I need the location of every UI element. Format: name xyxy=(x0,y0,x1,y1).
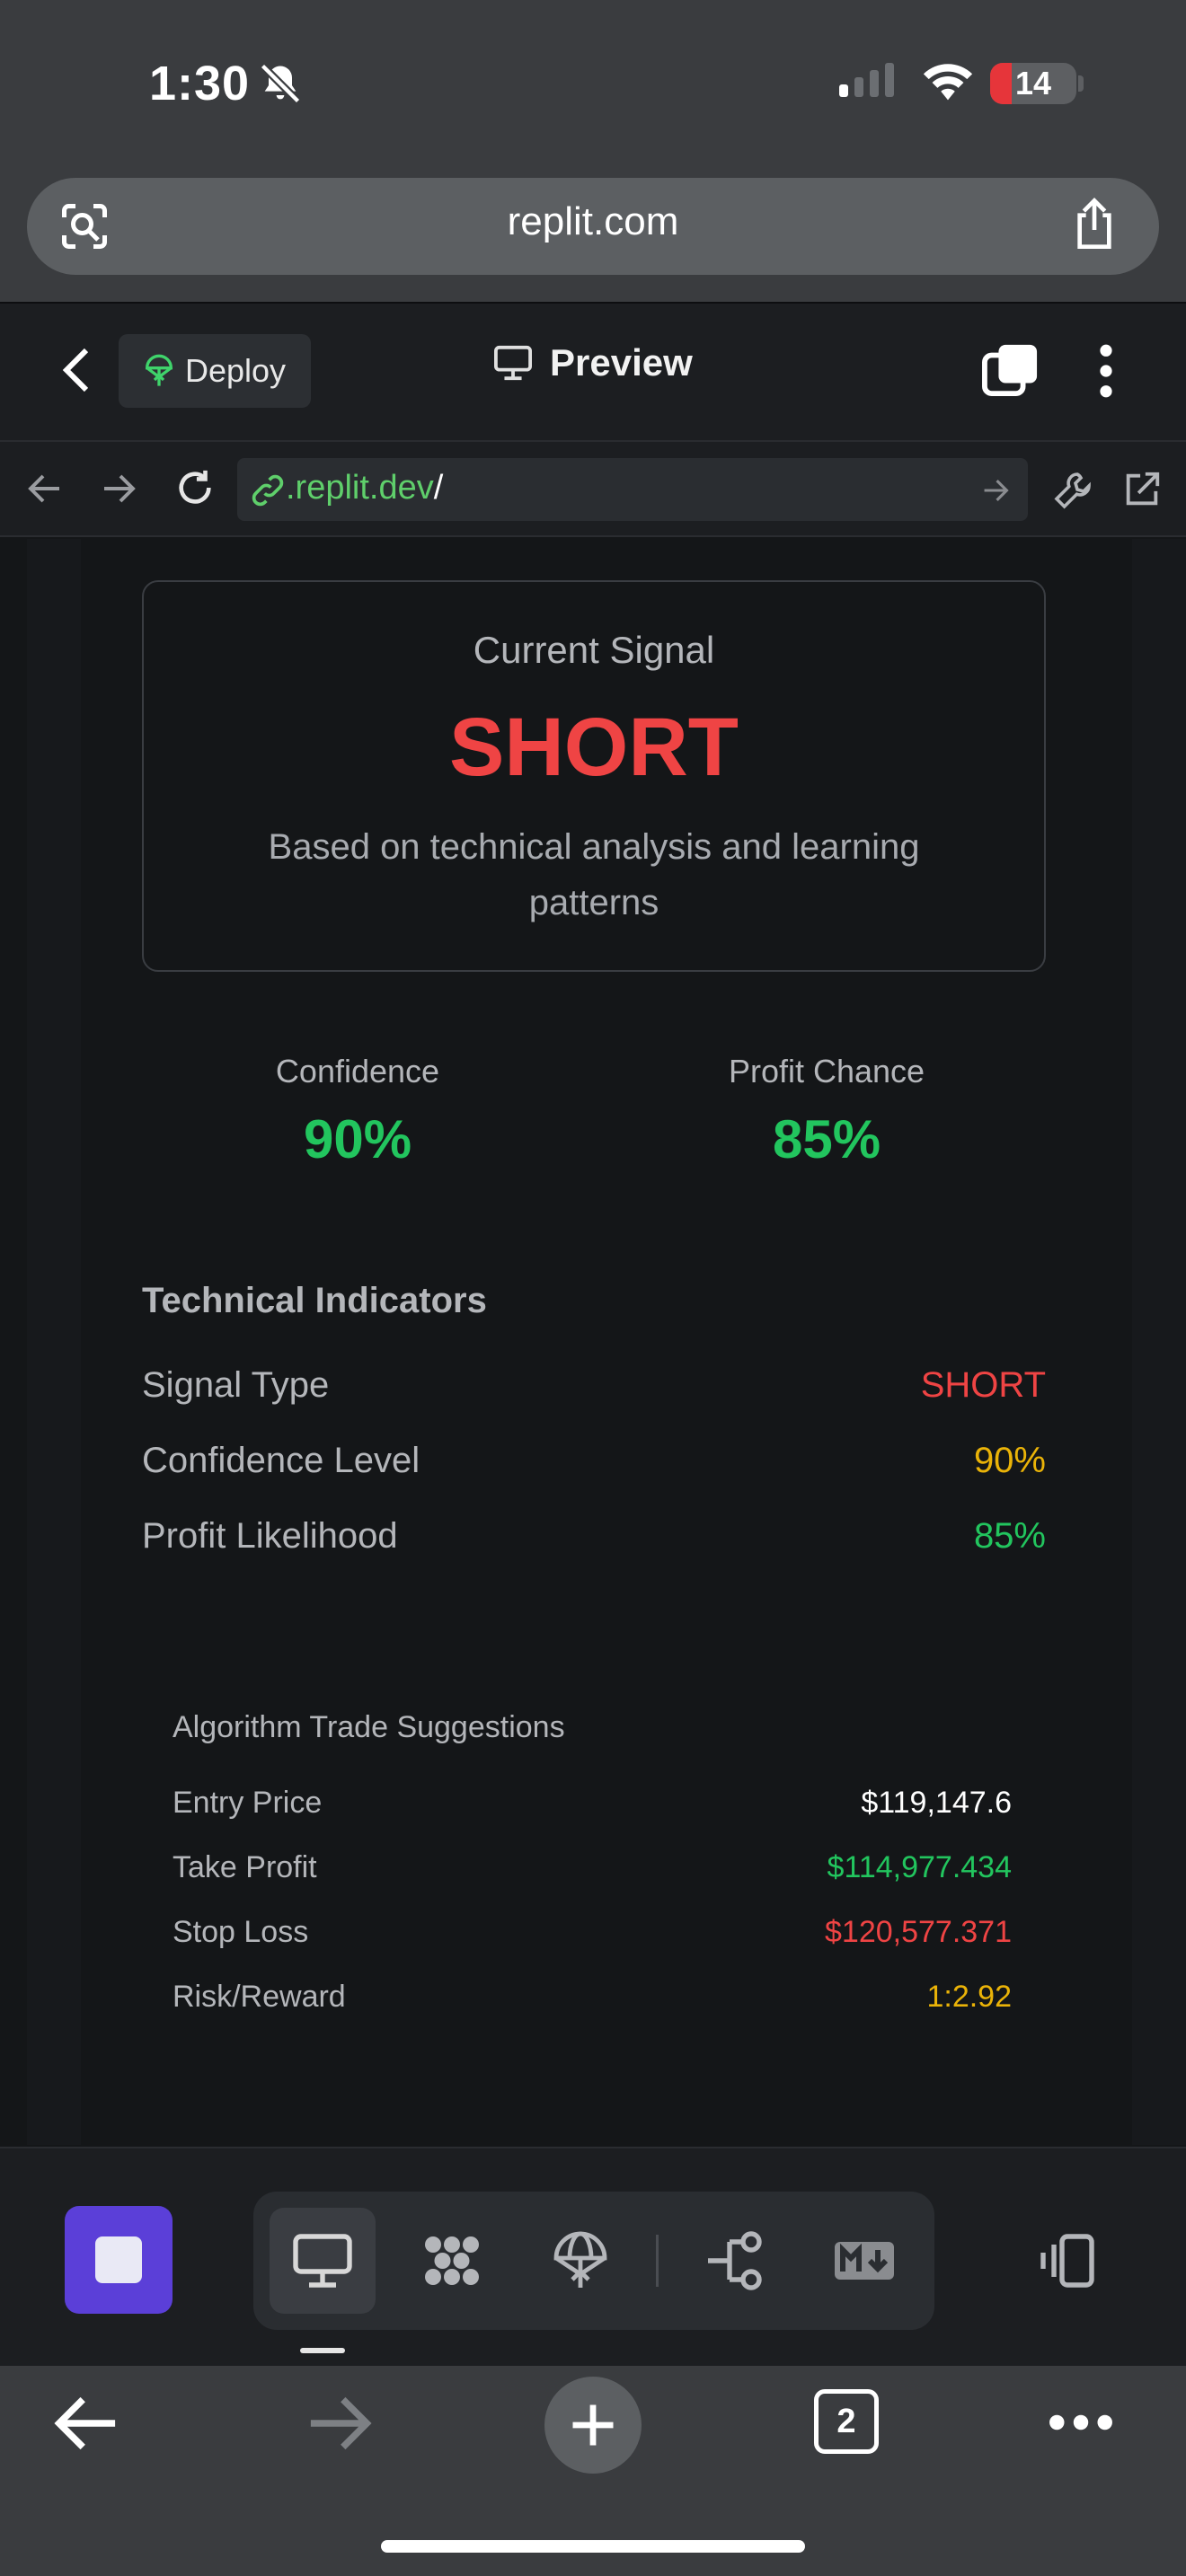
indicator-row: Signal Type SHORT xyxy=(142,1365,1046,1406)
trade-value: $119,147.6 xyxy=(861,1786,1012,1821)
page-side-stripe xyxy=(1132,539,1186,2145)
deploy-button[interactable]: Deploy xyxy=(119,334,311,408)
arrow-right-icon[interactable] xyxy=(305,2393,374,2454)
share-icon[interactable] xyxy=(1069,196,1120,251)
trade-label: Stop Loss xyxy=(173,1915,308,1950)
more-horizontal-icon[interactable] xyxy=(1048,2413,1114,2432)
confidence-value: 90% xyxy=(178,1108,537,1170)
monitor-icon xyxy=(492,344,534,382)
link-icon xyxy=(250,472,286,508)
arrow-left-icon[interactable] xyxy=(27,472,63,505)
trade-row: Stop Loss $120,577.371 xyxy=(173,1915,1012,1950)
profit-chance-label: Profit Chance xyxy=(647,1053,1006,1090)
wifi-icon xyxy=(920,61,976,104)
time-text: 1:30 xyxy=(149,56,250,111)
indicator-value: SHORT xyxy=(921,1365,1046,1406)
more-vertical-icon[interactable] xyxy=(1093,343,1120,399)
indicator-label: Confidence Level xyxy=(142,1441,420,1481)
indicator-label: Profit Likelihood xyxy=(142,1516,398,1557)
trade-label: Entry Price xyxy=(173,1786,322,1821)
arrow-left-icon[interactable] xyxy=(52,2393,120,2454)
trade-label: Take Profit xyxy=(173,1850,317,1885)
wrench-icon[interactable] xyxy=(1051,469,1094,512)
battery-nub xyxy=(1078,75,1084,92)
open-external-icon[interactable] xyxy=(1121,469,1163,510)
bell-off-icon xyxy=(257,60,304,107)
profit-chance-value: 85% xyxy=(647,1108,1006,1170)
trade-value: 1:2.92 xyxy=(926,1980,1012,2015)
reload-icon[interactable] xyxy=(174,467,216,508)
trade-row: Risk/Reward 1:2.92 xyxy=(173,1980,1012,2015)
deploy-label: Deploy xyxy=(185,352,286,390)
home-indicator xyxy=(381,2540,805,2553)
tabs-button[interactable]: 2 xyxy=(814,2389,879,2454)
chevron-left-icon[interactable] xyxy=(59,347,95,393)
preview-label: Preview xyxy=(550,341,693,384)
trade-row: Entry Price $119,147.6 xyxy=(173,1786,1012,1821)
safari-url-text[interactable]: replit.com xyxy=(0,199,1186,244)
trade-row: Take Profit $114,977.434 xyxy=(173,1850,1012,1885)
markdown-icon[interactable] xyxy=(832,2228,897,2293)
stop-icon xyxy=(95,2236,142,2283)
stop-button[interactable] xyxy=(65,2206,173,2314)
indicator-row: Profit Likelihood 85% xyxy=(142,1516,1046,1557)
trade-suggestions-heading: Algorithm Trade Suggestions xyxy=(173,1710,565,1745)
indicator-value: 85% xyxy=(974,1516,1046,1557)
confidence-label: Confidence xyxy=(178,1053,537,1090)
trade-value: $114,977.434 xyxy=(828,1850,1012,1885)
battery-indicator: 14 xyxy=(990,63,1076,104)
layout-icon[interactable] xyxy=(1035,2228,1100,2293)
url-path: / xyxy=(434,469,444,507)
page-side-stripe xyxy=(27,539,81,2145)
deploy-icon xyxy=(144,353,174,389)
status-time: 1:30 xyxy=(149,56,304,111)
deploy-icon[interactable] xyxy=(548,2228,613,2293)
new-tab-button[interactable] xyxy=(544,2377,642,2474)
url-domain: .replit.dev xyxy=(286,469,434,507)
signal-description: Based on technical analysis and learning… xyxy=(225,819,963,931)
indicator-label: Signal Type xyxy=(142,1365,329,1406)
plus-icon xyxy=(569,2401,617,2449)
replit-url-text[interactable]: .replit.dev/ xyxy=(286,469,443,507)
trade-value: $120,577.371 xyxy=(825,1915,1012,1950)
packages-icon[interactable] xyxy=(420,2228,484,2293)
signal-heading: Current Signal xyxy=(142,629,1046,672)
git-icon[interactable] xyxy=(703,2228,767,2293)
tabs-icon[interactable] xyxy=(981,341,1040,397)
technical-indicators-heading: Technical Indicators xyxy=(142,1281,487,1321)
trade-label: Risk/Reward xyxy=(173,1980,346,2015)
toolbar-divider xyxy=(656,2235,659,2287)
active-tool-indicator xyxy=(300,2348,345,2353)
signal-value: SHORT xyxy=(142,701,1046,795)
cellular-signal-icon xyxy=(839,63,894,97)
indicator-row: Confidence Level 90% xyxy=(142,1441,1046,1481)
indicator-value: 90% xyxy=(974,1441,1046,1481)
arrow-right-icon[interactable] xyxy=(101,472,137,505)
preview-title: Preview xyxy=(492,341,693,384)
monitor-icon[interactable] xyxy=(290,2228,355,2293)
go-arrow-icon[interactable] xyxy=(981,478,1010,503)
